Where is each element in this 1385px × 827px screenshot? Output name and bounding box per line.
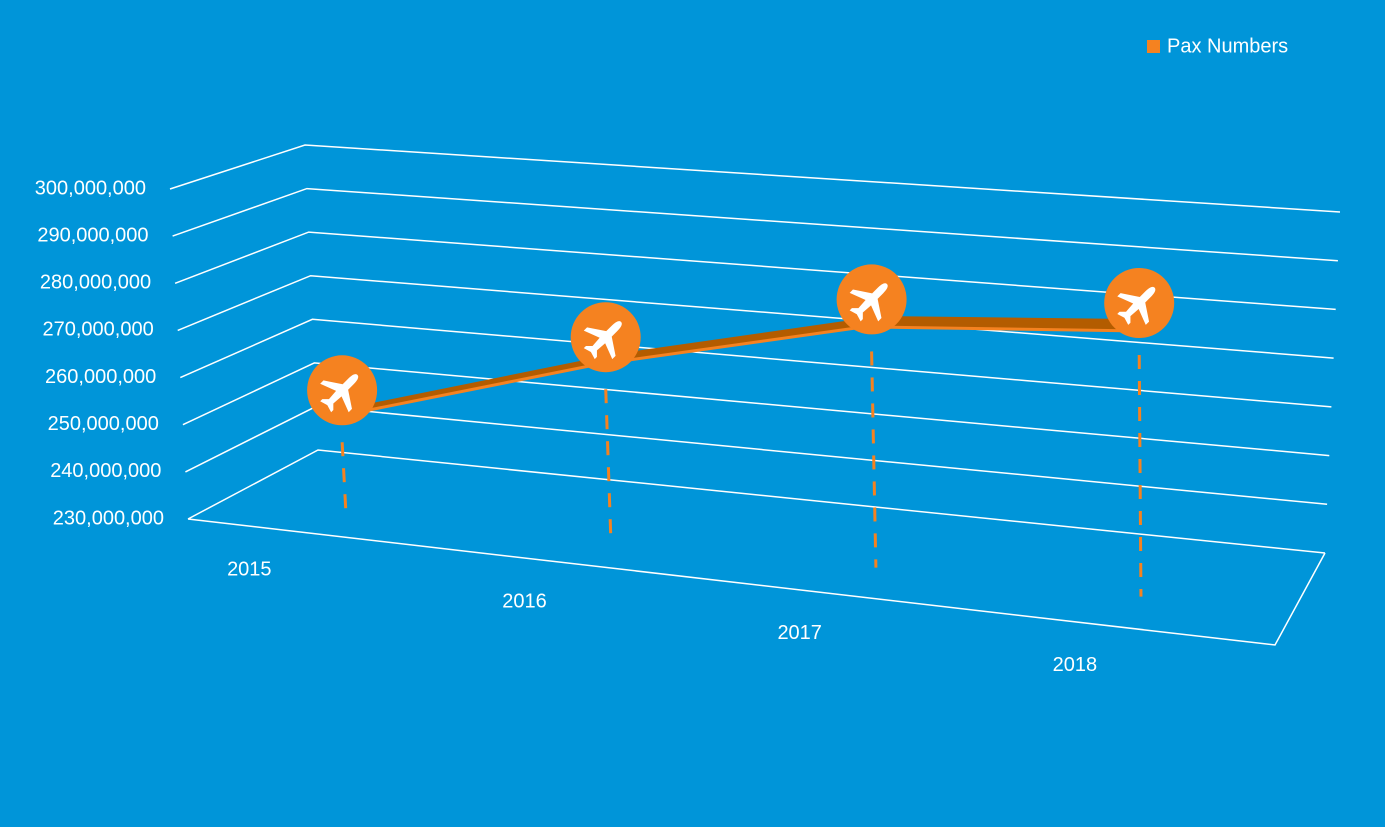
y-tick-label: 240,000,000 <box>50 460 161 482</box>
plane-icon <box>320 374 359 413</box>
legend-label: Pax Numbers <box>1167 35 1288 57</box>
drop-line <box>340 442 348 510</box>
floor-edge <box>187 518 1326 646</box>
y-tick-label: 270,000,000 <box>42 319 153 341</box>
x-tick-label: 2015 <box>227 558 272 580</box>
grid-line <box>169 144 1341 213</box>
line-ribbon <box>332 316 1146 418</box>
plane-icon <box>1117 286 1156 325</box>
y-tick-label: 230,000,000 <box>53 507 164 529</box>
legend: Pax Numbers <box>1147 35 1288 57</box>
y-tick-label: 300,000,000 <box>35 177 146 199</box>
grid-line <box>182 362 1330 457</box>
marker <box>836 264 907 335</box>
grid-line <box>179 318 1332 408</box>
drop-line <box>870 351 878 568</box>
marker <box>307 355 378 426</box>
line <box>331 325 1133 419</box>
x-tick-label: 2017 <box>777 622 822 644</box>
grid-line <box>174 231 1336 311</box>
plane-icon <box>849 283 888 322</box>
marker <box>570 302 641 373</box>
grid-line <box>172 187 1338 262</box>
y-tick-label: 260,000,000 <box>45 366 156 388</box>
plane-icon <box>583 321 622 360</box>
x-tick-label: 2018 <box>1053 654 1098 676</box>
grid-line <box>187 449 1326 554</box>
grid-line <box>177 274 1334 359</box>
x-tick-label: 2016 <box>502 590 547 612</box>
y-tick-label: 250,000,000 <box>48 413 159 435</box>
marker <box>1104 268 1175 338</box>
y-tick-label: 280,000,000 <box>40 272 151 294</box>
legend-swatch <box>1147 40 1160 53</box>
y-tick-label: 290,000,000 <box>37 224 148 246</box>
